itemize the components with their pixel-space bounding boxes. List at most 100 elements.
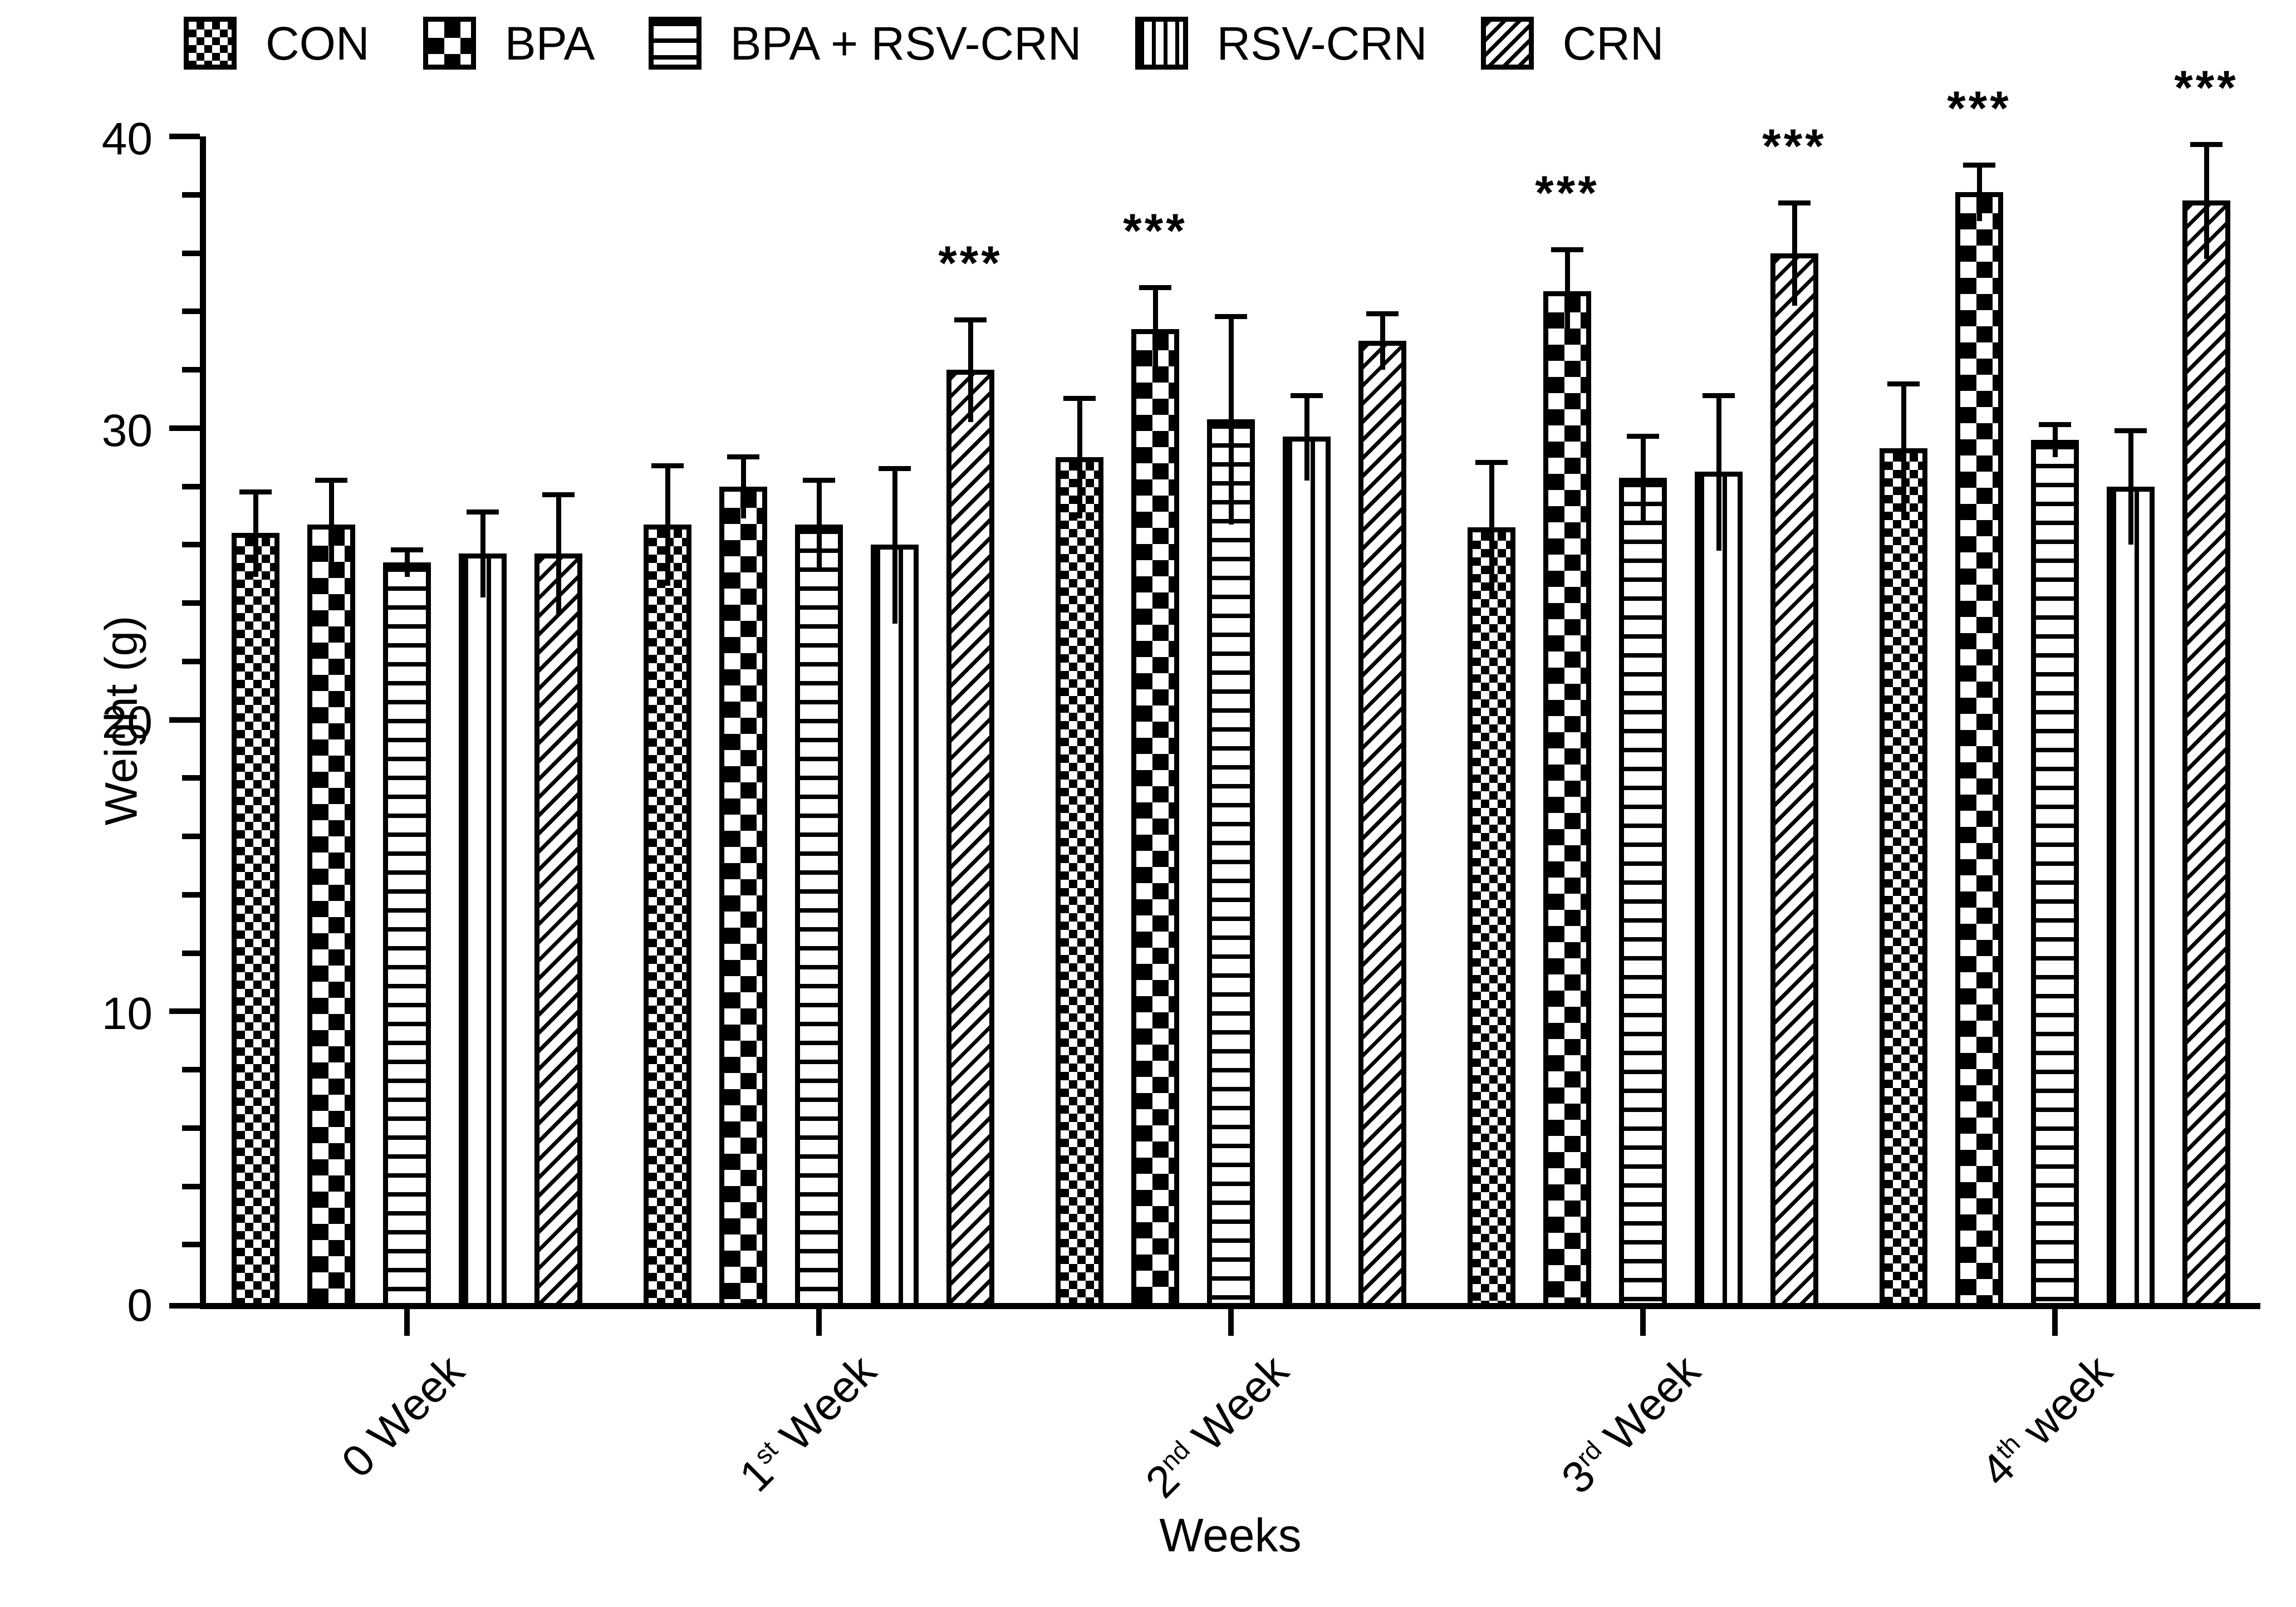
x-category-label: 4th week [1971, 1345, 2122, 1496]
error-bar-stem [1304, 393, 1309, 481]
x-category-label-word: Week [1586, 1345, 1710, 1469]
x-category-label-word: Week [762, 1345, 886, 1469]
bar-bpa-rsv-crn-week0 [383, 562, 431, 1303]
y-minor-tick [182, 250, 200, 256]
legend-item-crn: CRN [1480, 17, 1664, 70]
bar-crn-week1 [946, 370, 994, 1303]
x-axis-line [200, 1303, 2260, 1309]
bar-con-week1 [644, 524, 691, 1303]
error-bar-stem [1640, 434, 1646, 522]
bar-con-week0 [232, 533, 279, 1303]
bar-crn-week4 [2182, 200, 2230, 1303]
error-bar-cap [727, 454, 759, 459]
error-bar-cap [954, 317, 987, 322]
y-major-tick [169, 134, 200, 139]
error-bar-cap [391, 547, 423, 553]
bar-bpa-week1 [719, 486, 767, 1303]
bar-rsv-crn-week2 [1283, 437, 1331, 1303]
error-bar-stem [2204, 142, 2209, 259]
bar-crn-week3 [1770, 253, 1818, 1303]
error-bar-stem [1564, 247, 1570, 335]
error-bar-stem [253, 489, 258, 577]
y-tick-label: 30 [101, 405, 153, 456]
y-minor-tick [182, 1242, 200, 1248]
y-minor-tick [182, 1183, 200, 1189]
vlines-pattern-swatch-icon [1135, 17, 1188, 70]
x-category-label-word: Week [1174, 1345, 1298, 1469]
bar-rsv-crn-week0 [459, 553, 507, 1303]
error-bar-cap [542, 492, 575, 497]
bar-bpa-rsv-crn-week1 [795, 524, 843, 1303]
y-major-tick [169, 1008, 200, 1015]
x-category-label-word: week [2004, 1345, 2122, 1463]
error-bar-stem [1380, 311, 1385, 370]
error-bar-stem [2128, 428, 2133, 545]
y-tick-label: 10 [101, 988, 153, 1040]
y-major-tick [169, 1303, 200, 1309]
error-bar-cap [1627, 434, 1659, 439]
legend-item-bpa: BPA [423, 17, 595, 70]
y-tick-label: 20 [101, 697, 153, 748]
error-bar-stem [968, 317, 973, 423]
error-bar-stem [1792, 200, 1797, 306]
y-minor-tick [182, 1125, 200, 1131]
y-minor-tick [182, 483, 200, 489]
error-bar-cap [1291, 393, 1323, 398]
bar-crn-week0 [534, 553, 582, 1303]
error-bar-stem [1716, 393, 1721, 551]
error-bar-cap [2039, 422, 2071, 428]
hlines-pattern-swatch-icon [648, 17, 701, 70]
error-bar-cap [1475, 460, 1508, 466]
legend-label: CRN [1562, 17, 1664, 70]
error-bar-stem [556, 492, 561, 615]
significance-stars: *** [1762, 120, 1827, 174]
error-bar-stem [328, 477, 334, 571]
y-minor-tick [182, 542, 200, 548]
x-tick [404, 1309, 410, 1336]
y-minor-tick [182, 600, 200, 606]
x-category-label: 3rd Week [1552, 1345, 1710, 1503]
error-bar-stem [480, 509, 485, 597]
x-tick [1640, 1309, 1646, 1336]
bar-rsv-crn-week4 [2107, 486, 2155, 1303]
error-bar-cap [1703, 393, 1735, 398]
error-bar-cap [239, 489, 272, 494]
checker-small-pattern-swatch-icon [184, 17, 237, 70]
significance-stars: *** [1947, 82, 2012, 136]
x-tick [2052, 1309, 2058, 1336]
y-minor-tick [182, 834, 200, 839]
error-bar-cap [2115, 428, 2147, 433]
error-bar-cap [651, 463, 684, 468]
significance-stars: *** [1535, 166, 1600, 221]
significance-stars: *** [938, 236, 1003, 290]
error-bar-stem [2052, 422, 2058, 458]
legend-label: BPA + RSV-CRN [730, 17, 1082, 70]
error-bar-stem [892, 466, 897, 624]
error-bar-stem [816, 477, 822, 571]
bar-rsv-crn-week1 [871, 545, 919, 1303]
error-bar-cap [467, 509, 499, 515]
error-bar-stem [1489, 460, 1494, 595]
error-bar-cap [1551, 247, 1583, 253]
x-category-label: 0 Week [332, 1345, 474, 1487]
error-bar-cap [1963, 163, 1995, 168]
error-bar-stem [665, 463, 670, 586]
legend-label: BPA [504, 17, 595, 70]
x-category-label: 2nd Week [1136, 1345, 1298, 1507]
y-tick-label: 40 [101, 114, 153, 164]
error-bar-stem [1901, 381, 1906, 516]
error-bar-cap [1063, 396, 1096, 401]
y-tick-label: 0 [127, 1280, 153, 1331]
y-minor-tick [182, 1067, 200, 1072]
y-axis-line [200, 136, 206, 1309]
bar-bpa-week0 [307, 524, 355, 1303]
y-minor-tick [182, 308, 200, 315]
y-minor-tick [182, 367, 200, 373]
bar-bpa-rsv-crn-week2 [1207, 419, 1255, 1303]
error-bar-stem [1077, 396, 1082, 519]
legend-item-con: CON [184, 17, 370, 70]
y-minor-tick [182, 658, 200, 664]
x-axis-title: Weeks [1159, 1509, 1302, 1561]
error-bar-stem [740, 454, 746, 519]
x-tick [816, 1309, 822, 1336]
